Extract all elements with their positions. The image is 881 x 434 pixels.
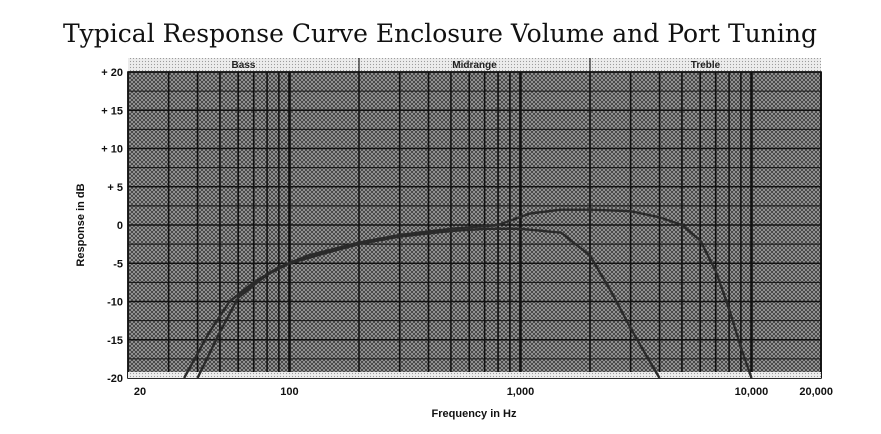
- bottom-strip: [128, 372, 821, 378]
- y-tick-label: -20: [107, 373, 123, 385]
- grid-lines: [127, 71, 822, 379]
- series-lines: [183, 208, 753, 379]
- y-tick-label: 0: [117, 220, 123, 232]
- y-tick-label: -15: [107, 335, 123, 347]
- x-tick-label: 100: [280, 386, 298, 398]
- x-tick-label: 1,000: [507, 386, 535, 398]
- band-strip: [128, 58, 821, 72]
- x-tick-label: 10,000: [735, 386, 769, 398]
- x-tick-labels: 20 100 1,000 10,000 20,000: [134, 386, 833, 398]
- y-tick-label: + 20: [101, 67, 123, 79]
- y-tick-label: + 5: [107, 182, 123, 194]
- band-label-midrange: Midrange: [452, 60, 497, 71]
- x-tick-label: 20,000: [799, 386, 833, 398]
- y-tick-label: -10: [107, 297, 123, 309]
- x-axis-label: Frequency in Hz: [432, 408, 517, 420]
- series-line-1: [196, 227, 661, 379]
- y-axis-label: Response in dB: [75, 183, 87, 266]
- band-label-bass: Bass: [232, 60, 256, 71]
- y-tick-label: + 15: [101, 105, 123, 117]
- y-tick-labels: + 20 + 15 + 10 + 5 0 -5 -10 -15 -20: [101, 67, 123, 385]
- band-label-treble: Treble: [691, 60, 721, 71]
- series-line-2: [183, 208, 753, 379]
- x-tick-label: 20: [134, 386, 146, 398]
- band-labels: Bass Midrange Treble: [232, 58, 721, 72]
- y-tick-label: -5: [113, 258, 123, 270]
- chart-title: Typical Response Curve Enclosure Volume …: [63, 19, 817, 48]
- y-tick-label: + 10: [101, 144, 123, 156]
